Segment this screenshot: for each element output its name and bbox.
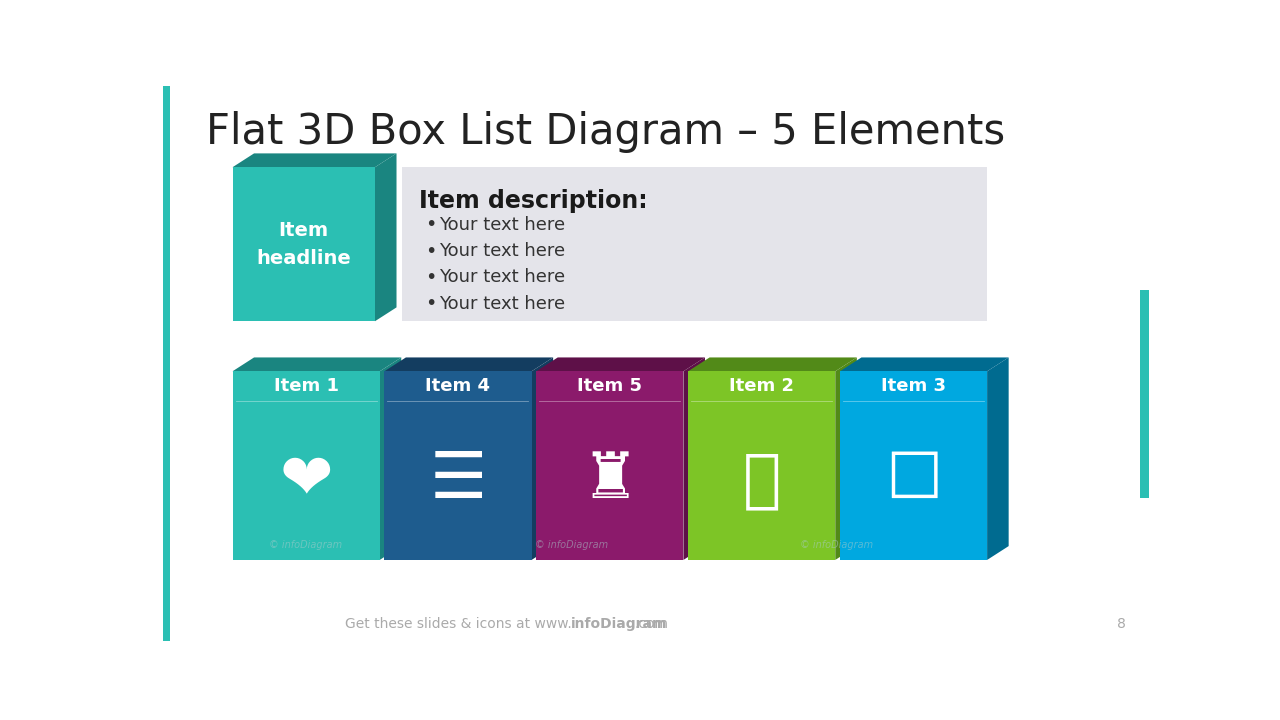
Text: © infoDiagram: © infoDiagram: [535, 540, 608, 550]
Text: Your text here: Your text here: [439, 216, 564, 234]
Bar: [384, 372, 531, 560]
Text: © infoDiagram: © infoDiagram: [269, 540, 342, 550]
Text: Get these slides & icons at www.: Get these slides & icons at www.: [344, 617, 571, 631]
Bar: [840, 372, 987, 400]
Text: ❓: ❓: [742, 449, 781, 511]
Bar: [1140, 290, 1149, 498]
Text: •: •: [425, 242, 436, 261]
Polygon shape: [384, 357, 553, 372]
Text: •: •: [425, 268, 436, 287]
Text: Your text here: Your text here: [439, 242, 564, 260]
Bar: [384, 372, 531, 400]
Text: •: •: [425, 215, 436, 235]
Polygon shape: [531, 357, 553, 560]
Polygon shape: [375, 153, 397, 321]
Polygon shape: [380, 357, 402, 560]
Text: ☐: ☐: [884, 449, 942, 511]
Polygon shape: [233, 357, 402, 372]
Bar: [233, 372, 380, 560]
Polygon shape: [689, 357, 856, 372]
Text: Your text here: Your text here: [439, 294, 564, 312]
Polygon shape: [840, 357, 1009, 372]
Text: ❤: ❤: [279, 449, 333, 511]
Text: © infoDiagram: © infoDiagram: [800, 540, 873, 550]
Text: Item description:: Item description:: [419, 189, 648, 213]
Polygon shape: [536, 357, 705, 372]
Polygon shape: [684, 357, 705, 560]
Bar: [536, 372, 684, 560]
Polygon shape: [987, 357, 1009, 560]
Text: .com: .com: [635, 617, 668, 631]
Text: Item 5: Item 5: [577, 377, 643, 395]
Bar: [233, 372, 380, 400]
Bar: [233, 167, 375, 321]
Bar: [840, 372, 987, 560]
Text: Flat 3D Box List Diagram – 5 Elements: Flat 3D Box List Diagram – 5 Elements: [206, 111, 1005, 153]
Bar: [164, 86, 170, 641]
Text: 8: 8: [1117, 617, 1126, 631]
Text: ♜: ♜: [581, 449, 639, 511]
Text: Your text here: Your text here: [439, 269, 564, 287]
Text: ☰: ☰: [429, 449, 486, 511]
Text: •: •: [425, 294, 436, 313]
Text: Item 1: Item 1: [274, 377, 339, 395]
Polygon shape: [233, 153, 397, 167]
Bar: [689, 372, 836, 400]
Text: Item 4: Item 4: [425, 377, 490, 395]
Text: Item 3: Item 3: [881, 377, 946, 395]
Text: Item
headline: Item headline: [256, 221, 351, 268]
Bar: [689, 372, 836, 560]
Polygon shape: [836, 357, 856, 560]
Text: infoDiagram: infoDiagram: [571, 617, 668, 631]
Bar: [536, 372, 684, 400]
Text: Item 2: Item 2: [730, 377, 794, 395]
Bar: [402, 167, 987, 321]
